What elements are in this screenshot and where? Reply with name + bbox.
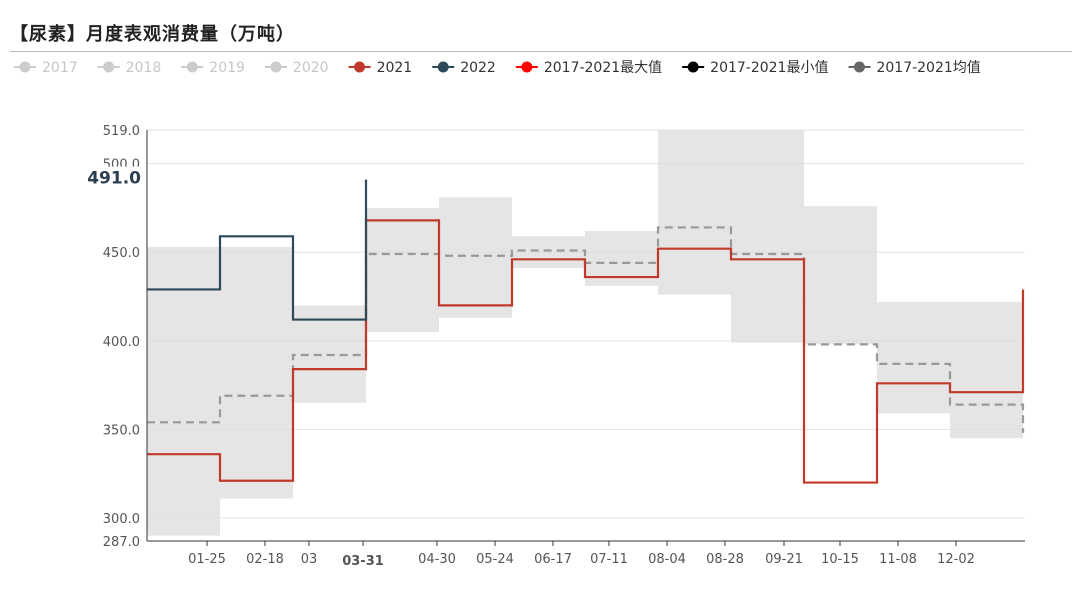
legend-item-6-label[interactable]: 2022 — [460, 60, 496, 76]
x-tick-label-9: 08-04 — [648, 552, 686, 567]
title-divider — [10, 51, 1072, 52]
x-tick-label-6: 05-24 — [476, 552, 514, 567]
legend-item-4-marker-icon[interactable] — [270, 61, 282, 73]
legend-item-2-label[interactable]: 2018 — [126, 60, 162, 76]
x-tick-label-11: 09-21 — [765, 552, 803, 567]
x-tick-label-12: 10-15 — [821, 552, 859, 567]
legend-item-8-label[interactable]: 2017-2021最小值 — [710, 60, 828, 76]
x-tick-label-8: 07-11 — [590, 552, 628, 567]
y-tick-label-3: 350.0 — [103, 423, 140, 438]
legend-item-4-label[interactable]: 2020 — [293, 60, 329, 76]
legend-item-5-marker-icon[interactable] — [354, 61, 366, 73]
legend-item-3-label[interactable]: 2019 — [209, 60, 245, 76]
legend-item-9-marker-icon[interactable] — [853, 61, 865, 73]
y-tick-label-4: 400.0 — [103, 335, 140, 350]
x-tick-label-4: 03-31 — [342, 554, 384, 569]
series-2021-line — [147, 219, 1025, 484]
legend-item-1-marker-icon[interactable] — [19, 61, 31, 73]
series-2022-line — [147, 179, 368, 321]
legend-item-7-marker-icon[interactable] — [521, 61, 533, 73]
legend-item-5-label[interactable]: 2021 — [377, 60, 413, 76]
legend-item-3-marker-icon[interactable] — [186, 61, 198, 73]
x-tick-label-5: 04-30 — [418, 552, 456, 567]
y-tick-label-1: 287.0 — [103, 535, 140, 550]
x-tick-label-3: 03 — [301, 552, 318, 567]
x-tick-label-2: 02-18 — [246, 552, 284, 567]
x-tick-label-7: 06-17 — [534, 552, 572, 567]
x-tick-label-1: 01-25 — [188, 552, 226, 567]
legend-item-1-label[interactable]: 2017 — [42, 60, 78, 76]
y-pointer-label: 491.0 — [87, 169, 141, 189]
x-tick-label-10: 08-28 — [706, 552, 744, 567]
y-tick-label-5: 450.0 — [103, 246, 140, 261]
legend-item-8-marker-icon[interactable] — [687, 61, 699, 73]
legend-item-6-marker-icon[interactable] — [437, 61, 449, 73]
chart-title: 【尿素】月度表观消费量（万吨） — [10, 24, 295, 45]
legend-item-2-marker-icon[interactable] — [103, 61, 115, 73]
x-tick-label-14: 12-02 — [937, 552, 975, 567]
y-tick-label-2: 300.0 — [103, 512, 140, 527]
min-max-band — [147, 130, 1023, 536]
y-tick-label-7: 519.0 — [103, 124, 140, 139]
legend-item-7-label[interactable]: 2017-2021最大值 — [544, 60, 662, 76]
x-tick-label-13: 11-08 — [879, 552, 917, 567]
y-pointer-box — [88, 166, 144, 189]
legend-item-9-label[interactable]: 2017-2021均值 — [876, 60, 980, 76]
